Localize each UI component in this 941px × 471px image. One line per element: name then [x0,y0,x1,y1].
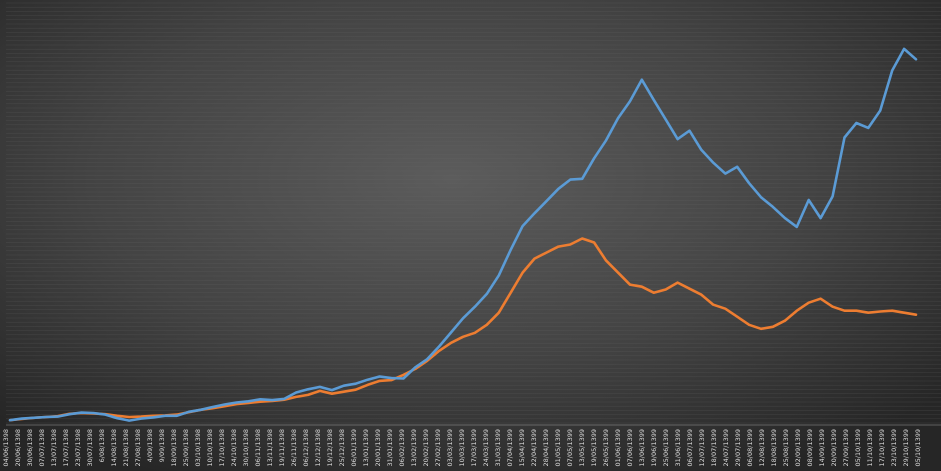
x-tick-label: 15/04/1399 [518,429,526,466]
x-tick-label: 20/09/1399 [830,429,838,466]
x-tick-label: 4/09/1398 [146,429,154,462]
x-tick-label: 18/07/1399 [710,429,718,466]
x-tick-label: 19/12/1398 [326,429,334,466]
x-tick-label: 19/11/1398 [278,429,286,466]
x-tick-label: 06/11/1398 [254,429,262,466]
x-tick-label: 05/10/1399 [854,429,862,466]
x-tick-label: 06/12/1398 [302,429,310,466]
x-tick-label: 6/08/1398 [98,429,106,462]
x-tick-label: 23/07/1398 [74,429,82,466]
x-tick-label: 26/11/1398 [290,429,298,466]
x-tick-label: 31/03/1399 [494,429,502,466]
x-tick-label: 10/10/1398 [206,429,214,466]
x-tick-label: 02/09/1399 [794,429,802,466]
x-tick-label: 17/07/1398 [62,429,70,466]
x-tick-label: 12/07/1399 [698,429,706,466]
x-tick-label: 13/07/1398 [50,429,58,466]
x-tick-label: 06/07/1399 [686,429,694,466]
x-tick-label: 27/02/1399 [434,429,442,466]
x-tick-label: 10/03/1399 [458,429,466,466]
x-tick-label: 29/07/1399 [734,429,742,466]
x-tick-label: 26/05/1399 [602,429,610,466]
x-tick-label: 01/05/1399 [554,429,562,466]
x-tick-label: 07/04/1399 [506,429,514,466]
x-tick-label: 20/02/1399 [422,429,430,466]
x-tick-label: 07/05/1399 [566,429,574,466]
x-tick-label: 07/07/1398 [38,429,46,466]
x-tick-label: 24/03/1399 [482,429,490,466]
x-tick-label: 13/05/1399 [578,429,586,466]
x-tick-label: 27/09/1399 [842,429,850,466]
x-tick-label: 03/03/1399 [446,429,454,466]
x-tick-label: 24/07/1399 [722,429,730,466]
x-tick-label: 31/01/1399 [386,429,394,466]
x-tick-label: 25/12/1398 [338,429,346,466]
x-tick-label: 19/05/1399 [590,429,598,466]
x-tick-label: 17/10/1399 [878,429,886,466]
x-tick-label: 23/10/1399 [890,429,898,466]
x-tick-label: 31/06/1399 [674,429,682,466]
x-tick-label: 01/06/1399 [614,429,622,466]
x-tick-label: 25/08/1399 [782,429,790,466]
x-tick-label: 18/08/1399 [770,429,778,466]
x-tick-label: 07/06/1399 [626,429,634,466]
x-tick-label: 03/10/1398 [194,429,202,466]
x-tick-label: 27/08/1398 [134,429,142,466]
x-tick-label: 9/09/1398 [158,429,166,462]
x-tick-label: 20/01/1399 [374,429,382,466]
x-tick-label: 19/06/1399 [650,429,658,466]
x-tick-label: 30/06/1398 [26,429,34,466]
x-tick-label: 30/07/1398 [86,429,94,466]
series-layer [8,47,918,422]
series-line-1 [8,47,918,422]
x-tick-label: 06/01/1399 [350,429,358,466]
x-tick-label: 21/08/1398 [122,429,130,466]
x-tick-label: 14/08/1398 [110,429,118,466]
x-tick-label: 29/10/1399 [902,429,910,466]
x-tick-label: 08/09/1399 [806,429,814,466]
x-tick-label: 17/10/1398 [218,429,226,466]
x-tick-label: 06/08/1399 [746,429,754,466]
x-tick-label: 22/04/1399 [530,429,538,466]
x-tick-label: 17/03/1399 [470,429,478,466]
x-tick-label: 13/11/1398 [266,429,274,466]
x-tick-label: 28/04/1399 [542,429,550,466]
x-tick-label: 06/02/1399 [398,429,406,466]
gridlines [6,2,941,424]
x-tick-label: 13/06/1399 [638,429,646,466]
x-tick-label: 05/10/1399 [914,429,922,466]
x-tick-label: 13/01/1399 [362,429,370,466]
x-tick-label: 14/09/1399 [818,429,826,466]
x-tick-label: 04/06/1398 [2,429,10,466]
x-tick-label: 18/09/1398 [170,429,178,466]
x-tick-label: 13/02/1399 [410,429,418,466]
x-tick-label: 20/06/1398 [14,429,22,466]
x-axis-ticks: 04/06/1398 20/06/1398 30/06/1398 07/07/1398… [2,429,922,466]
x-tick-label: 12/12/1398 [314,429,322,466]
x-tick-label: 30/10/1398 [242,429,250,466]
x-tick-label: 25/06/1399 [662,429,670,466]
x-tick-label: 12/08/1399 [758,429,766,466]
x-tick-label: 24/10/1398 [230,429,238,466]
x-tick-label: 25/09/1398 [182,429,190,466]
x-tick-label: 11/10/1399 [866,429,874,466]
